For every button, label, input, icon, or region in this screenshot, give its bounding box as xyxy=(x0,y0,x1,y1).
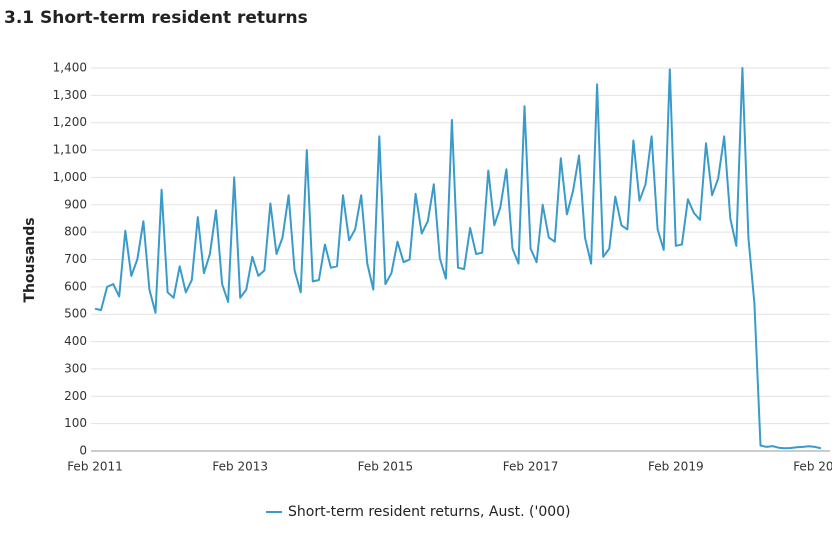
data-line xyxy=(94,67,822,450)
y-tick-label: 1,200 xyxy=(53,115,87,129)
y-tick-label: 700 xyxy=(64,252,87,266)
y-tick-label: 800 xyxy=(64,225,87,239)
legend-label: Short-term resident returns, Aust. ('000… xyxy=(288,504,571,520)
x-tick-label: Feb 2019 xyxy=(648,460,704,474)
x-tick-label: Feb 2015 xyxy=(358,460,414,474)
y-tick-label: 1,300 xyxy=(53,88,87,102)
y-tick-label: 1,400 xyxy=(53,61,87,75)
y-tick-label: 200 xyxy=(64,389,87,403)
y-tick-label: 400 xyxy=(64,334,87,348)
y-tick-label: 100 xyxy=(64,416,87,430)
y-tick-label: 600 xyxy=(64,279,87,293)
x-tick-label: Feb 2013 xyxy=(212,460,268,474)
y-tick-label: 500 xyxy=(64,307,87,321)
y-axis-label: Thousands xyxy=(22,217,38,302)
x-tick-label: Feb 2011 xyxy=(67,460,123,474)
y-tick-label: 1,100 xyxy=(53,143,87,157)
x-tick-label: Feb 2021 xyxy=(793,460,832,474)
chart-title: 3.1 Short-term resident returns xyxy=(4,8,308,28)
x-tick-label: Feb 2017 xyxy=(503,460,559,474)
y-tick-label: 0 xyxy=(79,444,87,458)
y-tick-label: 1,000 xyxy=(53,170,87,184)
y-tick-label: 300 xyxy=(64,361,87,375)
y-tick-label: 900 xyxy=(64,197,87,211)
